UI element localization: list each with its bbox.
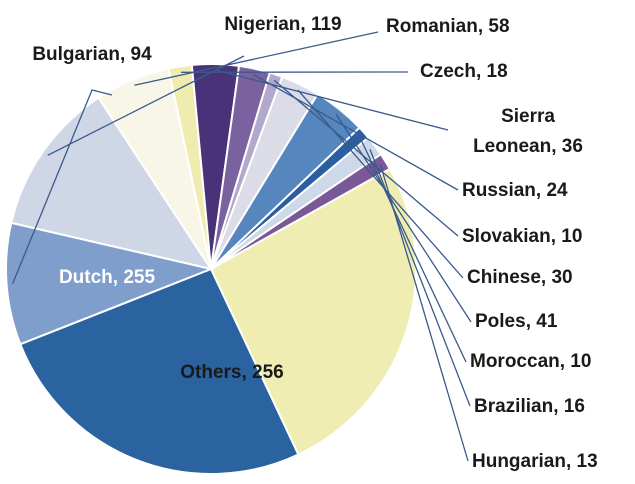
slice-label-nigerian: Nigerian, 119: [224, 14, 341, 35]
leader-line-russian: [252, 73, 459, 191]
slice-label-russian: Russian, 24: [462, 180, 568, 201]
slice-label-czech: Czech, 18: [420, 61, 508, 82]
slice-label-sierra-leonean: Sierra Leonean, 36: [473, 106, 583, 157]
leader-line-poles: [335, 113, 472, 323]
leader-line-brazilian: [369, 149, 471, 407]
slice-label-hungarian: Hungarian, 13: [472, 451, 598, 472]
leader-lines: [11, 31, 472, 462]
slice-label-romanian: Romanian, 58: [386, 16, 510, 37]
slice-label-brazilian: Brazilian, 16: [474, 396, 585, 417]
leader-line-sierra-leonean: [215, 69, 449, 131]
leader-line-slovakian: [273, 79, 459, 237]
leader-line-hungarian: [379, 164, 469, 462]
leader-line-chinese: [297, 89, 464, 279]
pie-slice-nigerian: [10, 96, 214, 271]
slice-label-line: Sierra: [501, 106, 555, 127]
slice-label-bulgarian: Bulgarian, 94: [32, 44, 152, 65]
leader-line-bulgarian: [11, 89, 113, 285]
pie-slices: [5, 63, 417, 475]
slice-label-dutch: Dutch, 255: [59, 267, 156, 288]
leader-line-romanian: [134, 31, 379, 86]
slice-labels: Nigerian, 119 Romanian, 58 Czech, 18 Sierra…: [32, 14, 597, 472]
slice-label-others: Others, 256: [180, 362, 284, 383]
pie-slice-bulgarian: [5, 221, 215, 346]
slice-label-poles: Poles, 41: [475, 311, 558, 332]
slice-label-chinese: Chinese, 30: [467, 267, 573, 288]
slice-label-line: Leonean, 36: [473, 136, 583, 157]
slice-label-moroccan: Moroccan, 10: [470, 351, 591, 372]
pie-slice-others: [209, 167, 417, 456]
slice-label-slovakian: Slovakian, 10: [462, 226, 582, 247]
leader-line-moroccan: [358, 136, 467, 363]
pie-slice-dutch: [19, 267, 300, 475]
